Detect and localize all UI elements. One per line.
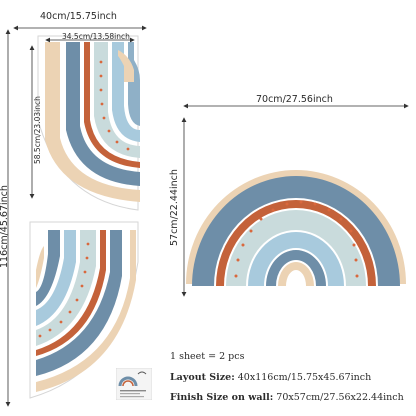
layout-size-label: Layout Size:: [170, 372, 235, 383]
layout-size-value: 40x116cm/15.75x45.67inch: [237, 372, 372, 383]
finish-size-line: Finish Size on wall: 70x57cm/27.56x22.44…: [170, 393, 404, 403]
assembled-height-label: 57cm/22.44inch: [169, 169, 180, 246]
rainbow-assembled: [186, 170, 406, 286]
inner-width-label: 34.5cm/13.58inch: [62, 32, 130, 41]
product-label-stamp: [115, 367, 153, 401]
rainbow-icon: [115, 367, 153, 401]
sheet-width-label: 40cm/15.75inch: [40, 11, 117, 22]
assembled-width-label: 70cm/27.56inch: [256, 94, 333, 105]
layout-size-line: Layout Size: 40x116cm/15.75x45.67inch: [170, 373, 371, 383]
finish-size-value: 70x57cm/27.56x22.44inch: [276, 392, 404, 403]
inner-height-label: 58.5cm/23.03inch: [33, 96, 42, 164]
sheet-count-text: 1 sheet = 2 pcs: [170, 351, 245, 362]
dimension-lines: [5, 25, 409, 407]
rainbow-top-piece: [45, 42, 140, 202]
sheet-height-label: 116cm/45.67inch: [0, 185, 10, 268]
finish-size-label: Finish Size on wall:: [170, 392, 274, 403]
rainbow-bottom-piece: [36, 230, 136, 392]
